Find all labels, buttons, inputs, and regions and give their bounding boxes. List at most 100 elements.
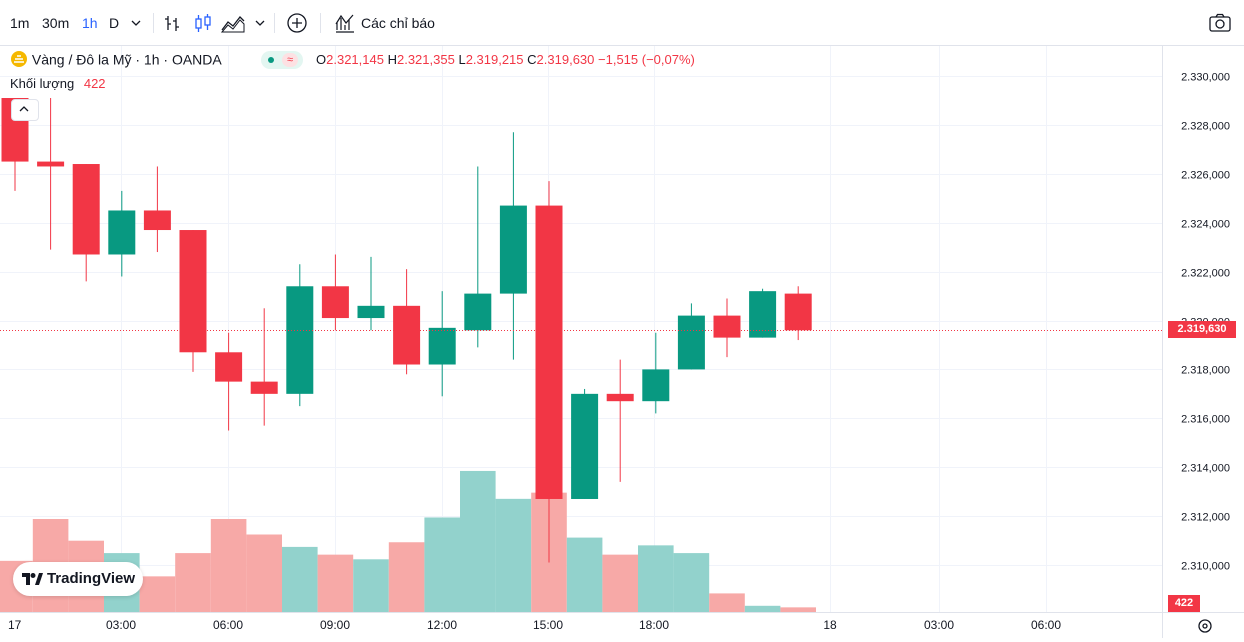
x-tick-label: 06:00 [1031,618,1061,632]
y-tick-label: 2.328,000 [1181,121,1230,133]
low-value: 2.319,215 [465,52,524,67]
tradingview-logo[interactable]: TradingView [13,562,143,596]
candle-body [606,393,634,402]
candle-body [143,210,171,231]
candle-body [72,164,100,255]
x-tick-label: 17 [8,618,22,632]
volume-bar [353,559,389,612]
indicators-button[interactable]: Các chỉ báo [361,15,435,31]
market-status-badge[interactable]: ≈ [261,51,303,69]
toolbar-divider [153,13,154,33]
symbol-title[interactable]: Vàng / Đô la Mỹ · 1h · OANDA [31,51,222,68]
volume-bar [495,498,532,612]
y-tick-label: 2.326,000 [1181,170,1230,182]
top-toolbar: 1m 30m 1h D Các chỉ báo [0,0,1244,46]
last-volume-label: 422 [1168,595,1200,612]
y-tick-label: 2.322,000 [1181,268,1230,280]
volume-bar [246,534,282,612]
close-value: 2.319,630 [536,52,595,67]
candle-body [677,315,705,370]
candle-body [464,293,492,331]
volume-bar [709,593,745,612]
volume-label: Khối lượng [10,76,75,91]
interval-1h[interactable]: 1h [82,15,98,31]
volume-bar [317,554,354,612]
x-tick-label: 03:00 [106,618,136,632]
interval-1m[interactable]: 1m [10,15,30,31]
x-tick-label: 09:00 [320,618,350,632]
x-tick-label: 15:00 [533,618,563,632]
settings-icon[interactable] [1196,617,1214,635]
high-label: H [387,52,397,67]
interval-30m[interactable]: 30m [42,15,70,31]
volume-bar [566,537,603,612]
candle-body [642,369,670,402]
candle-body [250,381,278,394]
y-tick-label: 2.314,000 [1181,463,1230,475]
y-tick-label: 2.318,000 [1181,365,1230,377]
y-tick-label: 2.310,000 [1181,561,1230,573]
camera-icon[interactable] [1208,12,1232,34]
last-price-label: 2.319,630 [1168,321,1236,338]
candle-body [215,352,243,382]
bar-style-icon[interactable] [163,12,183,34]
candle-body [286,286,314,394]
area-chart-icon[interactable] [220,12,246,34]
y-tick-label: 2.316,000 [1181,414,1230,426]
candle-body [37,161,65,167]
close-label: C [527,52,537,67]
status-dot-icon [268,57,274,63]
chevron-down-icon[interactable] [130,12,142,34]
indicators-icon[interactable] [334,12,356,34]
x-tick-label: 12:00 [427,618,457,632]
x-tick-label: 18:00 [639,618,669,632]
volume-bar [388,542,425,612]
open-label: O [316,52,327,67]
open-value: 2.321,145 [326,52,384,67]
logo-text: TradingView [46,570,136,588]
y-tick-label: 2.312,000 [1181,512,1230,524]
candle-body [428,327,456,365]
tradingview-logo-icon [21,572,43,586]
add-compare-icon[interactable] [286,12,308,34]
volume-bar [210,519,247,612]
volume-bar [424,517,460,612]
high-value: 2.321,355 [396,52,455,67]
change-value: −1,515 (−0,07%) [598,52,695,67]
collapse-legend-button[interactable] [11,99,39,121]
chevron-down-icon[interactable] [254,12,266,34]
gold-icon [10,50,28,68]
volume-bar [175,553,211,612]
candle-body [749,291,777,338]
candle-body [108,210,136,255]
volume-legend: Khối lượng 422 [10,76,106,91]
volume-value: 422 [83,76,106,91]
candle-body [357,305,385,319]
candle-body [713,315,741,338]
volume-bar [780,607,816,612]
toolbar-divider [274,13,275,33]
volume-bar [139,576,176,612]
interval-d[interactable]: D [109,15,120,31]
y-tick-label: 2.330,000 [1181,72,1230,84]
candle-body [321,286,349,319]
ohlc-values: O2.321,145 H2.321,355 L2.319,215 C2.319,… [316,52,695,67]
candle-body [784,293,812,331]
x-tick-label: 18 [823,618,837,632]
symbol-legend: Vàng / Đô la Mỹ · 1h · OANDA [10,50,222,68]
volume-bar [744,605,781,612]
volume-bar [602,554,638,612]
candle-body [179,230,207,353]
chevron-up-icon [19,106,29,112]
low-label: L [458,52,466,67]
volume-bar [282,546,318,612]
tilde-icon: ≈ [282,53,298,67]
candles-icon[interactable] [193,12,213,34]
candle-body [393,305,421,365]
candle-body [535,205,563,499]
y-tick-label: 2.324,000 [1181,219,1230,231]
volume-bar [638,545,674,612]
x-tick-label: 03:00 [924,618,954,632]
volume-bar [673,553,710,612]
